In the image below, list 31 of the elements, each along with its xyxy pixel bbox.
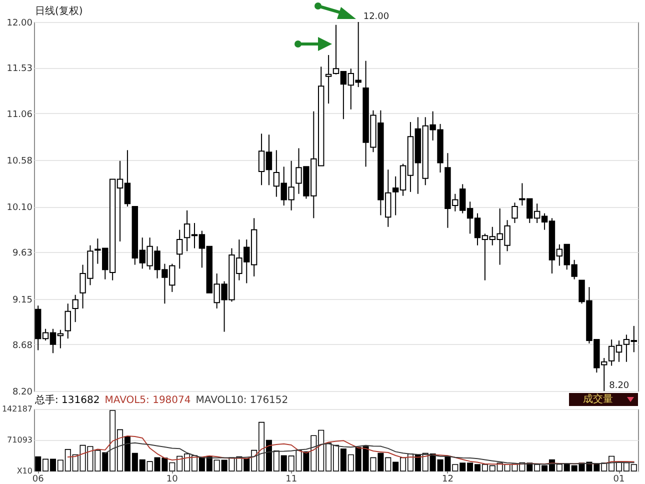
line-series xyxy=(67,435,634,465)
x-tick-label: 01 xyxy=(613,474,625,484)
y-tick-label: 9.63 xyxy=(12,248,32,259)
candlestick xyxy=(512,202,518,224)
text: MAVOL10: 176152 xyxy=(196,395,288,406)
x-tick-label: 11 xyxy=(286,474,298,484)
y-tick-label: 8.20 xyxy=(12,388,33,398)
candlestick xyxy=(176,229,183,270)
y-tick-label: 11.06 xyxy=(6,110,33,120)
line-series xyxy=(104,442,634,465)
y-tick-label: 12.00 xyxy=(6,18,33,28)
y-tick-label: 8.68 xyxy=(12,340,33,351)
text: 成交量 xyxy=(583,393,613,406)
y-tick-label: 142187 xyxy=(2,404,32,414)
text: MAVOL5: 198074 xyxy=(104,395,191,406)
y-tick-label: X10 xyxy=(16,466,32,476)
y-tick-label: 71093 xyxy=(7,436,32,444)
text: 总手: 131682 xyxy=(35,395,100,406)
x-tick-label: 12 xyxy=(442,474,454,484)
chart-title: 日线(复权) xyxy=(35,5,83,18)
x-tick-label: 06 xyxy=(32,474,44,484)
text: 12.00 xyxy=(363,12,390,22)
y-tick-label: 11.53 xyxy=(6,64,32,74)
x-tick-label: 10 xyxy=(166,474,178,484)
y-tick-label: 9.15 xyxy=(12,295,32,306)
annotation: 8.20 xyxy=(609,381,630,391)
candlestick xyxy=(72,294,78,323)
candlestick xyxy=(325,54,332,104)
candlestick xyxy=(64,303,71,340)
y-tick-label: 10.10 xyxy=(6,203,33,213)
y-tick-label: 10.58 xyxy=(6,156,33,166)
